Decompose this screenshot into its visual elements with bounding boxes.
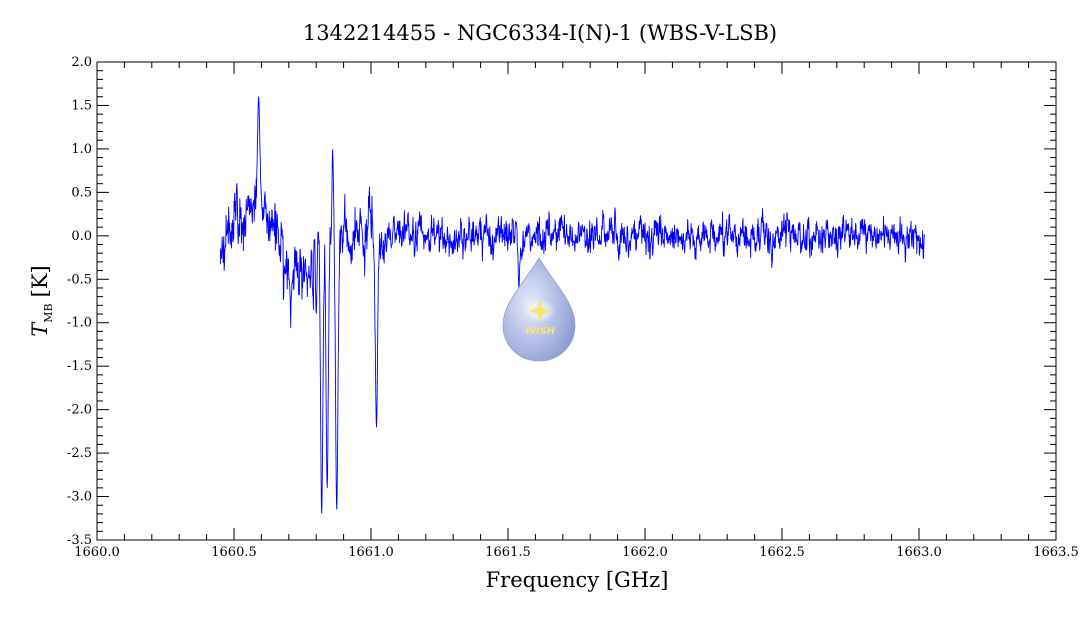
x-axis-label: Frequency [GHz] [486, 568, 669, 592]
y-tick-label: -2.0 [67, 403, 92, 418]
y-axis-label: TMB [K] [28, 265, 55, 336]
y-tick-label: 0.0 [71, 229, 92, 244]
y-tick-label: 1.0 [71, 142, 92, 157]
svg-text:TMB[K]: TMB [K] [28, 265, 55, 336]
wish-logo: WISH [502, 257, 576, 362]
axis-ticks [96, 61, 1057, 541]
x-tick-labels: 1660.0 1660.5 1661.0 1661.5 1662.0 1662.5 1663… [74, 545, 1079, 560]
x-tick-label: 1662.0 [622, 545, 668, 560]
y-axis-subscript: MB [42, 303, 55, 322]
x-tick-label: 1663.0 [896, 545, 942, 560]
spectrum-series-line [219, 96, 925, 514]
y-tick-label: -0.5 [67, 272, 92, 287]
x-tick-label: 1662.5 [759, 545, 805, 560]
y-tick-labels: 2.0 1.5 1.0 0.5 0.0 -0.5 -1.0 -1.5 -2.0 -2.5 -3.0 -… [67, 55, 92, 548]
wish-logo-text: WISH [525, 326, 556, 337]
y-tick-label: 2.0 [71, 55, 92, 70]
y-tick-label: 0.5 [71, 185, 92, 200]
x-tick-label: 1663.5 [1033, 545, 1079, 560]
y-tick-label: -1.0 [67, 316, 92, 331]
x-tick-label: 1661.5 [485, 545, 531, 560]
series-layer [219, 96, 925, 514]
plot-frame [96, 61, 1057, 541]
y-tick-label: -3.0 [67, 490, 92, 505]
star-icon [529, 299, 551, 323]
y-tick-label: -2.5 [67, 446, 92, 461]
y-axis-symbol: T [28, 321, 52, 337]
y-tick-label: -1.5 [67, 359, 92, 374]
chart-title: 1342214455 - NGC6334-I(N)-1 (WBS-V-LSB) [303, 21, 777, 45]
x-tick-label: 1660.0 [74, 545, 120, 560]
y-tick-label: -3.5 [67, 533, 92, 548]
y-tick-label: 1.5 [71, 98, 92, 113]
y-axis-unit: [K] [28, 265, 52, 297]
x-tick-label: 1661.0 [348, 545, 394, 560]
x-tick-label: 1660.5 [211, 545, 257, 560]
